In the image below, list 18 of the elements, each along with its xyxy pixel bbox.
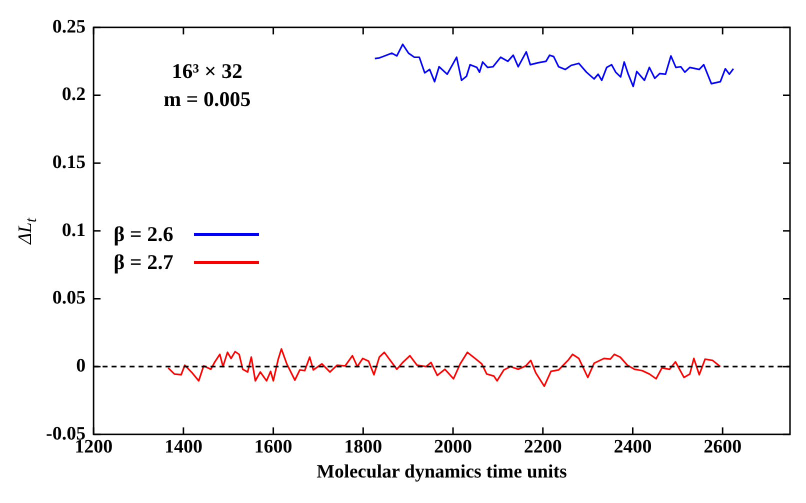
x-tick-label: 1800 <box>344 436 382 458</box>
x-tick-label: 1400 <box>164 436 202 458</box>
y-tick-label: 0.25 <box>52 16 86 38</box>
y-tick-label: 0.05 <box>52 288 86 309</box>
y-tick-label: 0 <box>76 355 86 376</box>
x-tick-label: 2200 <box>524 436 562 458</box>
y-tick-label: 0.15 <box>52 152 86 173</box>
x-axis-title: Molecular dynamics time units <box>316 462 567 483</box>
x-tick-label: 2400 <box>614 436 652 458</box>
x-tick-label: 2000 <box>434 436 472 458</box>
annotation: m = 0.005 <box>164 86 251 114</box>
legend-label: β = 2.7 <box>114 250 174 276</box>
x-tick-label: 2600 <box>704 436 742 458</box>
annotation: 16³ × 32 <box>170 58 244 86</box>
legend-label: β = 2.6 <box>114 222 174 248</box>
y-tick-label: 0.1 <box>62 220 86 241</box>
y-tick-label: 0.2 <box>62 84 86 106</box>
x-tick-label: 1600 <box>254 436 292 458</box>
